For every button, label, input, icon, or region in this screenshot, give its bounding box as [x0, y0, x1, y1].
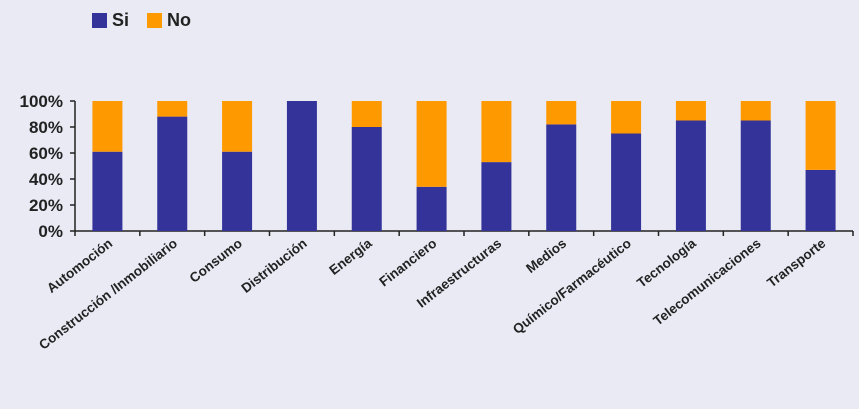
- bar-si: [611, 133, 642, 231]
- y-tick-label: 40%: [29, 170, 63, 189]
- y-tick-label: 60%: [29, 144, 63, 163]
- y-tick-label: 20%: [29, 196, 63, 215]
- legend-swatch-no: [147, 13, 163, 28]
- bar-no: [546, 101, 577, 125]
- x-tick-label: Tecnología: [634, 235, 699, 290]
- legend-swatch-si: [92, 13, 107, 28]
- legend: Si No: [92, 10, 209, 31]
- bar-si: [157, 116, 188, 231]
- y-tick-label: 80%: [29, 118, 63, 137]
- bar-no: [157, 101, 188, 117]
- bar-no: [351, 101, 382, 127]
- bar-si: [481, 162, 512, 231]
- bar-si: [222, 151, 253, 231]
- bar-si: [805, 169, 836, 231]
- bar-no: [222, 101, 253, 152]
- legend-label-si: Si: [112, 10, 130, 30]
- x-tick-label: Medios: [523, 236, 569, 276]
- bar-no: [675, 101, 706, 121]
- y-tick-label: 0%: [38, 222, 63, 241]
- bar-no: [740, 101, 771, 121]
- x-tick-label: Transporte: [764, 235, 829, 290]
- bar-no: [416, 101, 447, 187]
- x-tick-label: Químico/Farmacéutico: [510, 236, 634, 337]
- bar-si: [351, 127, 382, 231]
- legend-item-no: No: [147, 10, 191, 31]
- bar-si: [416, 186, 447, 231]
- x-tick-label: Energía: [326, 235, 375, 278]
- bar-si: [286, 101, 317, 231]
- legend-item-si: Si: [92, 10, 129, 31]
- x-tick-label: Consumo: [187, 236, 245, 286]
- x-tick-label: Telecomunicaciones: [651, 236, 764, 329]
- bar-si: [546, 124, 577, 231]
- x-tick-label: Distribución: [238, 236, 309, 296]
- legend-label-no: No: [167, 10, 192, 30]
- bar-si: [92, 151, 123, 231]
- bar-no: [481, 101, 512, 163]
- y-tick-label: 100%: [20, 92, 63, 111]
- bar-no: [805, 101, 836, 170]
- bar-si: [675, 120, 706, 231]
- x-tick-label: Construcción /Inmobiliario: [36, 236, 180, 353]
- bar-si: [740, 120, 771, 231]
- bar-no: [611, 101, 642, 134]
- bar-no: [92, 101, 123, 152]
- x-tick-label: Financiero: [376, 236, 439, 290]
